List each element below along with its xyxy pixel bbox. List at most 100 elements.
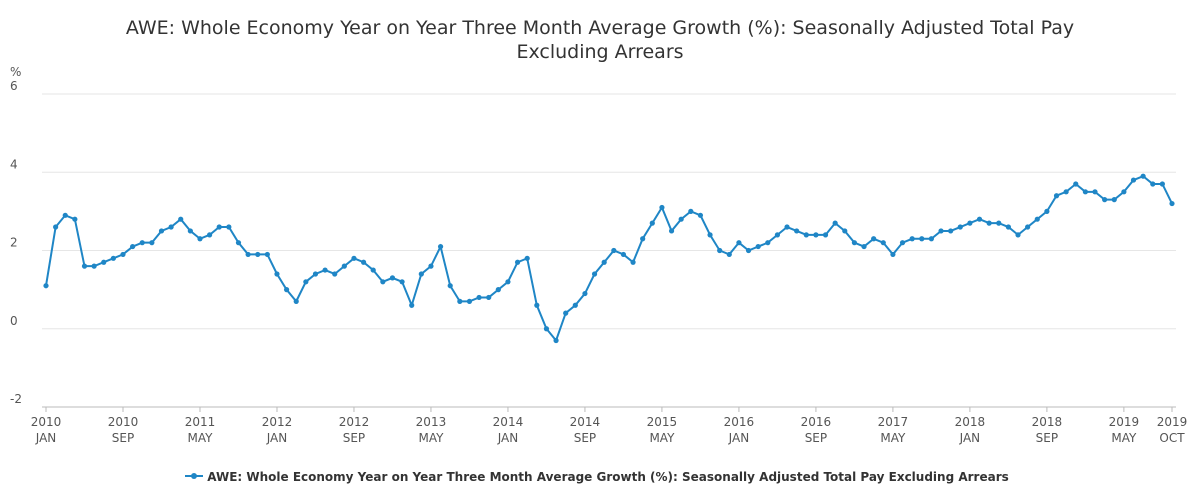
point: [101, 259, 107, 265]
point: [447, 283, 453, 289]
x-tick-month: MAY: [418, 431, 444, 445]
point: [43, 283, 49, 289]
point: [1073, 181, 1079, 187]
x-tick-year: 2019: [1109, 415, 1140, 429]
point: [380, 279, 386, 285]
point: [53, 224, 59, 230]
point: [81, 263, 88, 269]
point: [996, 220, 1002, 226]
x-tick-year: 2014: [570, 415, 601, 429]
point: [659, 204, 665, 211]
x-tick-year: 2011: [185, 415, 216, 429]
point: [1015, 232, 1021, 238]
point: [1102, 197, 1108, 203]
point: [178, 216, 184, 222]
point: [216, 224, 222, 230]
point: [495, 287, 501, 293]
point: [1140, 173, 1146, 179]
point: [1092, 189, 1098, 195]
point: [736, 240, 742, 246]
point: [409, 302, 415, 308]
point: [630, 259, 636, 265]
point: [957, 224, 963, 230]
point: [264, 251, 270, 258]
y-tick-label: 0: [10, 314, 18, 328]
point: [534, 302, 540, 308]
point: [726, 251, 732, 258]
x-tick-year: 2018: [1032, 415, 1063, 429]
point: [524, 255, 530, 261]
x-tick-year: 2017: [878, 415, 909, 429]
chart-title: AWE: Whole Economy Year on Year Three Mo…: [125, 17, 1075, 63]
point: [861, 243, 867, 250]
point: [851, 240, 858, 246]
point: [822, 232, 829, 238]
point: [1082, 189, 1088, 195]
point: [1053, 193, 1060, 199]
point: [1025, 224, 1031, 230]
y-tick-label: -2: [10, 392, 22, 406]
point: [582, 290, 588, 297]
point: [332, 271, 338, 277]
x-tick-year: 2018: [955, 415, 986, 429]
point: [312, 271, 319, 277]
point: [303, 279, 309, 285]
point: [360, 259, 367, 265]
point: [717, 247, 723, 254]
point: [245, 251, 251, 258]
point: [784, 224, 790, 230]
point: [832, 220, 838, 226]
point: [620, 251, 627, 258]
x-tick-month: MAY: [187, 431, 213, 445]
x-tick-year: 2014: [493, 415, 524, 429]
point: [1169, 200, 1175, 207]
point: [274, 271, 280, 277]
point: [909, 236, 915, 242]
x-tick-month: MAY: [880, 431, 906, 445]
point: [755, 243, 761, 250]
point: [466, 298, 473, 304]
point: [563, 310, 569, 316]
point: [591, 271, 598, 277]
x-tick-year: 2019: [1157, 415, 1188, 429]
point: [880, 240, 886, 246]
point: [697, 212, 704, 218]
point: [986, 220, 992, 226]
x-tick-month: SEP: [112, 431, 134, 445]
point: [640, 236, 646, 242]
point: [457, 298, 463, 304]
point: [649, 220, 655, 226]
point: [207, 232, 213, 238]
point: [91, 263, 97, 269]
point: [678, 216, 684, 222]
x-tick-month: MAY: [649, 431, 675, 445]
x-tick-year: 2010: [31, 415, 62, 429]
point: [389, 275, 396, 281]
point: [399, 279, 405, 285]
x-tick-year: 2012: [339, 415, 370, 429]
point: [72, 216, 78, 222]
point: [668, 228, 675, 234]
point: [110, 255, 116, 261]
x-tick-month: JAN: [497, 431, 519, 445]
x-tick-month: MAY: [1111, 431, 1137, 445]
x-tick-month: SEP: [1036, 431, 1058, 445]
point: [899, 240, 906, 246]
x-tick-year: 2012: [262, 415, 293, 429]
point: [928, 236, 935, 242]
point: [255, 251, 261, 258]
point: [871, 236, 877, 242]
point: [1121, 189, 1127, 195]
x-tick-month: JAN: [35, 431, 57, 445]
y-axis-label: %: [10, 65, 21, 79]
point: [428, 263, 434, 269]
x-tick-year: 2015: [647, 415, 678, 429]
point: [611, 247, 617, 254]
point: [187, 228, 193, 234]
point: [486, 294, 492, 301]
point: [1159, 181, 1165, 187]
point: [794, 228, 800, 234]
x-tick-month: JAN: [266, 431, 288, 445]
point: [149, 240, 155, 246]
